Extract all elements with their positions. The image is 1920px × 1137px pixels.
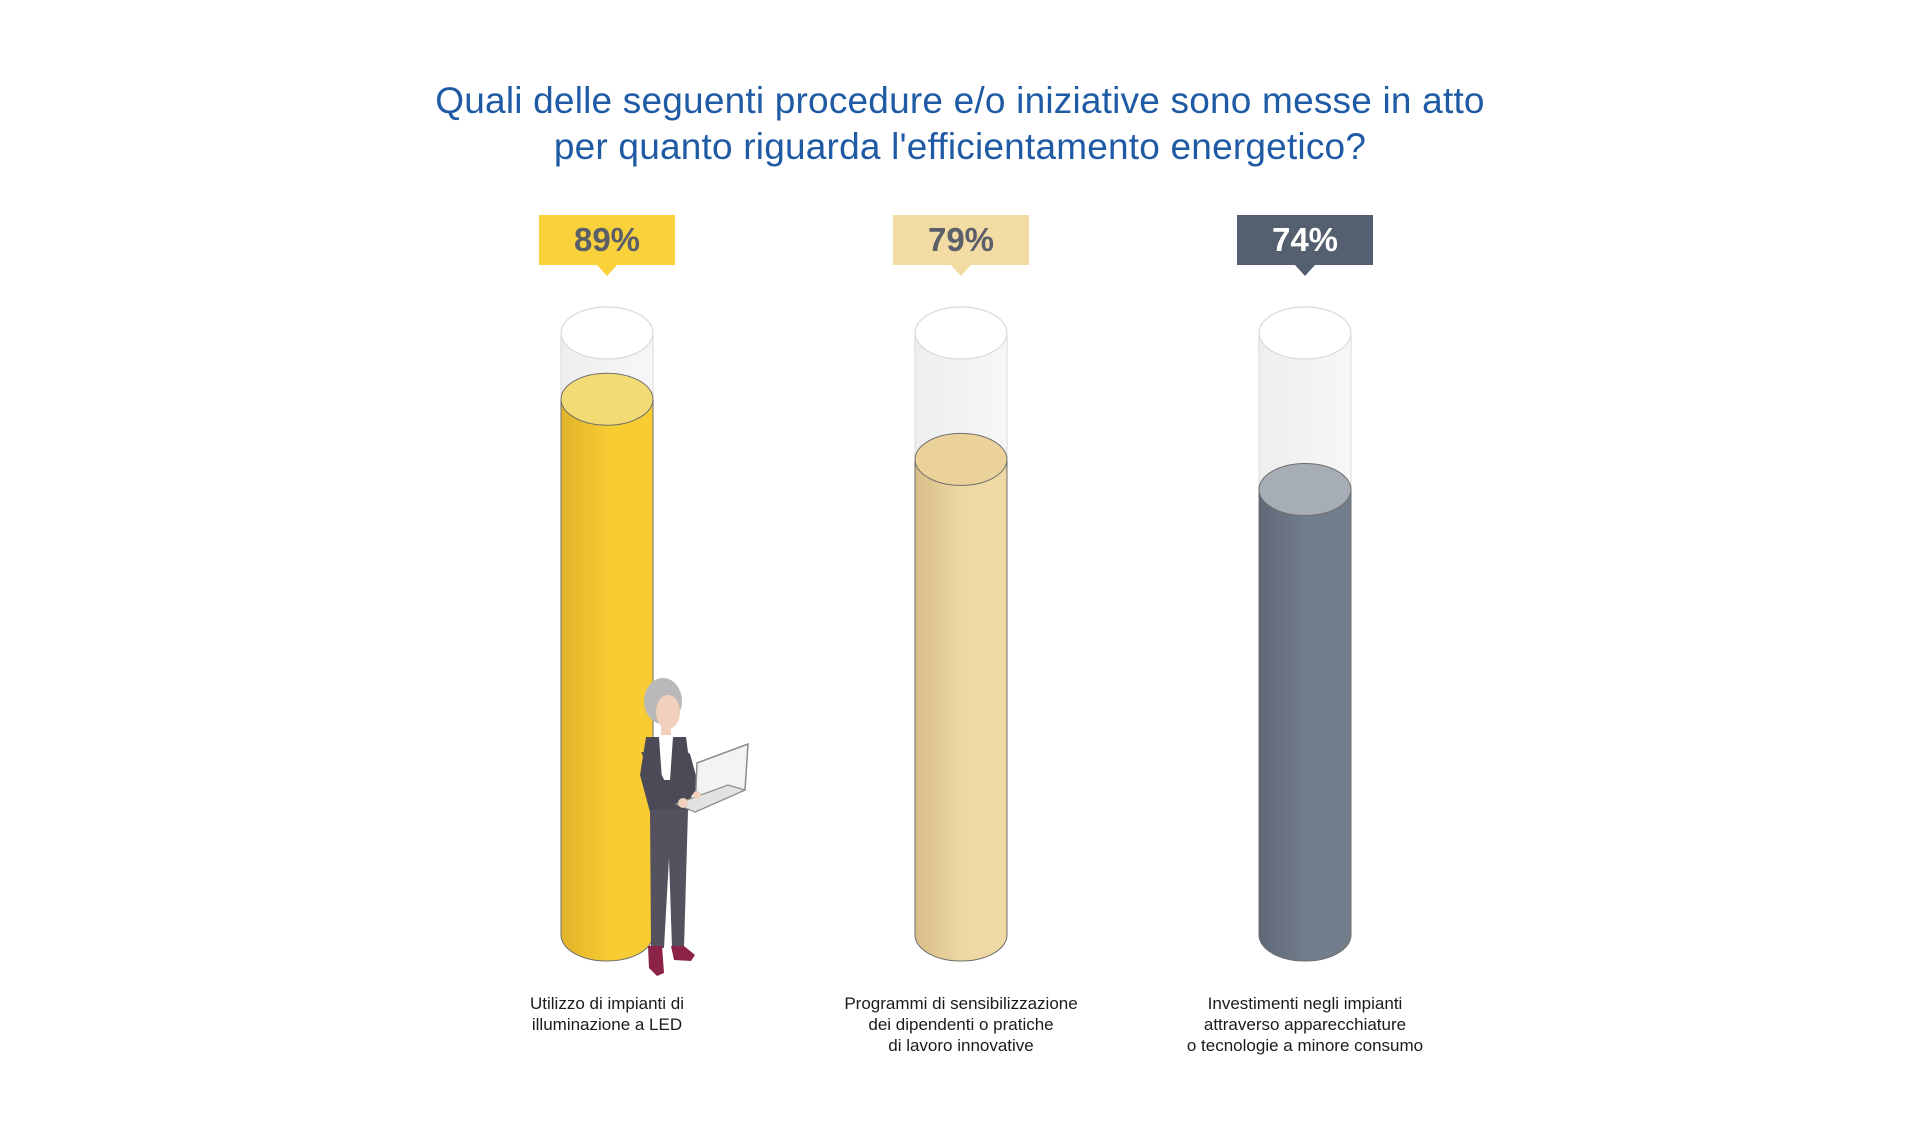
- value-label-2: 79%: [928, 221, 994, 258]
- businesswoman-illustration: [640, 678, 749, 976]
- value-badge-2: 79%: [893, 215, 1029, 276]
- chart-title-line-1: Quali delle seguenti procedure e/o inizi…: [435, 80, 1485, 121]
- category-label-2: Programmi di sensibilizzazione dei dipend…: [811, 993, 1111, 1056]
- category-label-line: o tecnologie a minore consumo: [1186, 1036, 1424, 1055]
- bar-1: 89%: [539, 215, 675, 962]
- category-label-line: Investimenti negli impianti: [1207, 994, 1403, 1013]
- value-label-1: 89%: [574, 221, 640, 258]
- chart-title-line-2: per quanto riguarda l'efficientamento en…: [553, 126, 1367, 167]
- bar-fill-3: [1258, 463, 1352, 962]
- category-label-line: di lavoro innovative: [888, 1036, 1034, 1055]
- category-label-line: illuminazione a LED: [531, 1015, 683, 1034]
- category-label-line: dei dipendenti o pratiche: [868, 1015, 1054, 1034]
- bar-2: 79%: [893, 215, 1029, 962]
- bar-3: 74%: [1237, 215, 1373, 962]
- category-label-line: attraverso apparecchiature: [1203, 1015, 1407, 1034]
- category-label-1: Utilizzo di impianti di illuminazione a L…: [457, 993, 757, 1035]
- category-label-line: Programmi di sensibilizzazione: [844, 994, 1078, 1013]
- category-label-3: Investimenti negli impianti attraverso ap…: [1155, 993, 1455, 1056]
- value-badge-1: 89%: [539, 215, 675, 276]
- value-badge-3: 74%: [1237, 215, 1373, 276]
- category-label-line: Utilizzo di impianti di: [530, 994, 684, 1013]
- bar-fill-2: [914, 432, 1008, 962]
- value-label-3: 74%: [1272, 221, 1338, 258]
- bar-fill-1: [560, 372, 654, 962]
